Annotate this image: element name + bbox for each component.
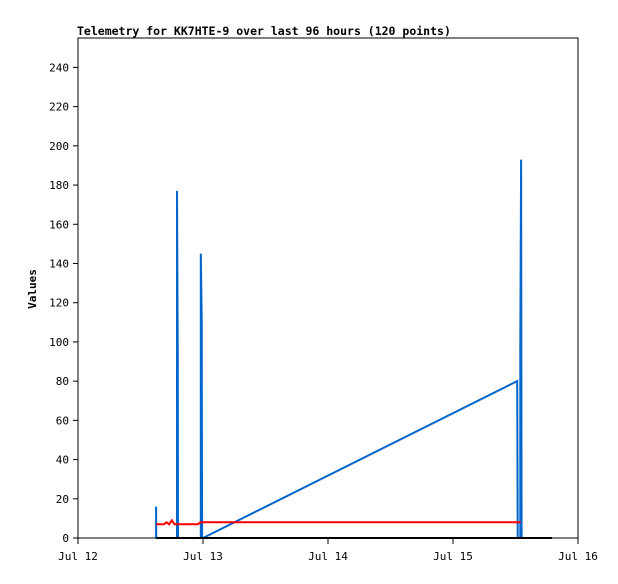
y-tick-label: 120 <box>49 297 69 310</box>
y-tick-label: 200 <box>49 140 69 153</box>
x-tick-label: Jul 14 <box>308 550 348 563</box>
chart-title: Telemetry for KK7HTE-9 over last 96 hour… <box>77 24 451 38</box>
y-tick-label: 180 <box>49 179 69 192</box>
x-tick-label: Jul 13 <box>183 550 223 563</box>
y-tick-label: 20 <box>56 493 69 506</box>
series-line-0 <box>155 159 523 539</box>
y-axis-label: Values <box>26 269 39 309</box>
x-tick-label: Jul 12 <box>58 550 98 563</box>
series-line-1 <box>156 518 521 526</box>
y-tick-label: 220 <box>49 101 69 114</box>
plot-frame <box>77 37 579 539</box>
y-tick-label: 60 <box>56 414 69 427</box>
x-tick-label: Jul 16 <box>558 550 598 563</box>
y-tick-label: 160 <box>49 218 69 231</box>
y-tick-label: 240 <box>49 61 69 74</box>
y-tick-label: 0 <box>62 532 69 545</box>
y-tick-label: 80 <box>56 375 69 388</box>
x-tick-label: Jul 15 <box>433 550 473 563</box>
y-tick-label: 100 <box>49 336 69 349</box>
y-tick-label: 40 <box>56 454 69 467</box>
y-tick-label: 140 <box>49 257 69 270</box>
